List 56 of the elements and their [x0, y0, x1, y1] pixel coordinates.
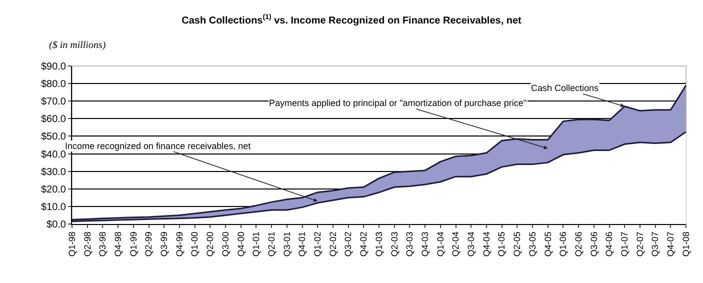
x-tick-label: Q3-99 — [159, 232, 170, 257]
x-tick-label: Q2-98 — [82, 232, 92, 257]
annotation: Cash Collections — [531, 83, 600, 93]
x-tick-label: Q4-98 — [112, 232, 123, 257]
x-tick-label: Q1-99 — [128, 232, 138, 257]
chart-subtitle: ($ in millions) — [49, 40, 106, 51]
x-tick-label: Q2-05 — [512, 232, 522, 257]
y-tick-label: $20.0 — [40, 184, 66, 196]
x-tick-label: Q4-04 — [481, 232, 492, 257]
y-tick-label: $70.0 — [40, 96, 66, 108]
x-tick-label: Q3-01 — [282, 232, 292, 257]
y-tick-label: $50.0 — [40, 132, 66, 143]
x-tick-label: Q4-99 — [174, 232, 184, 257]
x-tick-label: Q1-06 — [558, 232, 568, 257]
x-tick-label: Q1-07 — [620, 232, 630, 257]
y-tick-label: $80.0 — [40, 79, 66, 90]
y-tick-label: $30.0 — [40, 166, 66, 178]
x-tick-label: Q4-01 — [297, 232, 308, 257]
annotation: Payments applied to principal or "amortization of purchase price" — [269, 98, 527, 108]
x-tick-label: Q2-02 — [328, 232, 338, 257]
x-tick-label: Q4-06 — [604, 232, 614, 257]
x-tick-label: Q2-01 — [266, 232, 276, 257]
x-tick-label: Q3-06 — [588, 232, 599, 257]
x-tick-label: Q1-01 — [251, 232, 262, 257]
x-tick-label: Q3-98 — [98, 232, 108, 257]
x-tick-label: Q2-06 — [573, 232, 584, 257]
x-tick-label: Q3-04 — [466, 232, 476, 257]
y-tick-label: $40.0 — [40, 149, 66, 160]
y-tick-label: $90.0 — [40, 62, 66, 72]
chart-title: Cash Collections$^{(1)}$ vs. Income Recognized on Finance Receivables, net — [182, 13, 522, 26]
x-tick-label: Q4-00 — [236, 232, 246, 257]
x-tick-label: Q1-00 — [190, 232, 200, 257]
x-tick-label: Q4-07 — [666, 232, 676, 257]
x-tick-label: Q3-02 — [343, 232, 354, 257]
x-tick-label: Q1-04 — [435, 232, 446, 257]
x-tick-label: Q2-99 — [144, 232, 154, 257]
x-tick-label: Q4-02 — [358, 232, 369, 257]
x-tick-label: Q2-00 — [205, 232, 216, 257]
x-tick-label: Q4-05 — [542, 232, 553, 257]
x-tick-label: Q1-05 — [496, 232, 507, 257]
annotation: Income recognized on finance receivables, net — [65, 141, 252, 151]
y-tick-label: $0.0 — [46, 220, 66, 230]
x-tick-label: Q1-98 — [66, 232, 77, 257]
x-tick-label: Q3-00 — [220, 232, 230, 257]
y-tick-label: $60.0 — [40, 114, 66, 126]
x-tick-label: Q1-03 — [374, 232, 384, 257]
y-tick-label: $10.0 — [40, 202, 66, 213]
x-tick-label: Q2-04 — [450, 232, 461, 257]
x-tick-label: Q2-03 — [389, 232, 400, 257]
x-tick-label: Q1-02 — [312, 232, 323, 257]
x-tick-label: Q3-05 — [527, 232, 538, 257]
x-tick-label: Q3-07 — [650, 232, 660, 257]
x-tick-label: Q2-07 — [634, 232, 645, 257]
x-tick-label: Q1-08 — [680, 232, 691, 257]
x-tick-label: Q4-03 — [420, 232, 430, 257]
x-tick-label: Q3-03 — [404, 232, 415, 257]
